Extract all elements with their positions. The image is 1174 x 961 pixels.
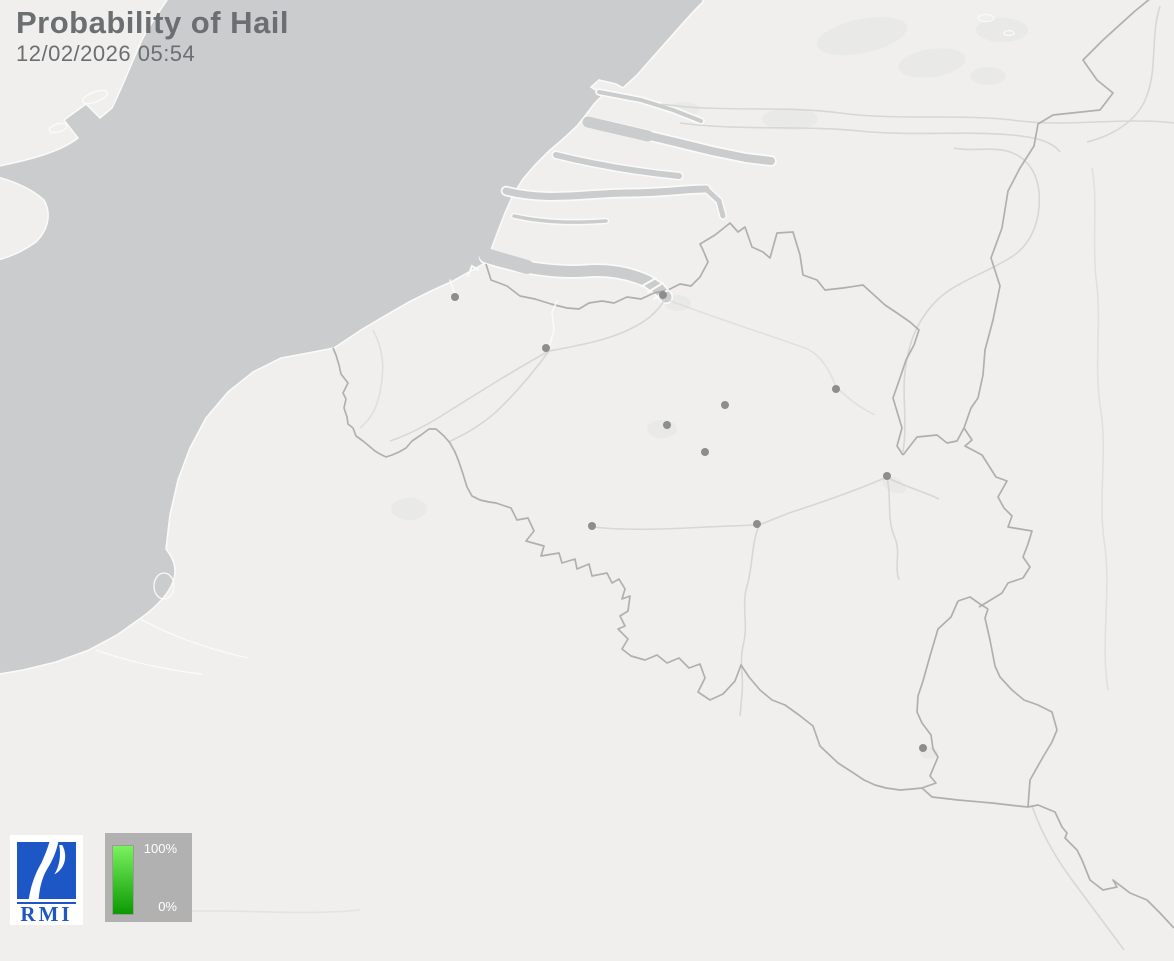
- border-netherlands-germany: [902, 0, 1150, 456]
- border-belgium-germany: [963, 427, 1033, 608]
- rmi-logo-mark: [17, 842, 76, 899]
- city-dot: [588, 522, 596, 530]
- city-dot: [753, 520, 761, 528]
- border-belgium-netherlands: [485, 222, 920, 456]
- city-dots: [451, 291, 927, 752]
- city-dot: [701, 448, 709, 456]
- north-sea: [0, 0, 704, 675]
- canals-and-docks: [95, 13, 1015, 675]
- city-dot: [659, 291, 667, 299]
- logo-crescent: [54, 844, 66, 875]
- legend-gradient-bar: [112, 845, 134, 915]
- england-coast: [0, 0, 168, 261]
- logo-text: RMI: [20, 902, 73, 926]
- border-france-belgium: [332, 347, 923, 791]
- logo-swoosh: [28, 842, 59, 899]
- city-dot: [721, 401, 729, 409]
- timestamp: 12/02/2026 05:54: [16, 41, 196, 67]
- legend: 100% 0%: [105, 833, 192, 922]
- legend-max-label: 100%: [143, 841, 177, 856]
- estuary-channels: [478, 88, 777, 305]
- logo-divider: [17, 902, 76, 904]
- border-luxembourg-north: [957, 596, 989, 610]
- title-block: Probability of Hail 12/02/2026 05:54: [16, 5, 290, 67]
- border-germany-france: [1027, 804, 1174, 929]
- country-borders: [332, 0, 1174, 929]
- border-luxembourg-south: [921, 787, 1029, 808]
- border-luxembourg-east: [984, 608, 1058, 808]
- page-title: Probability of Hail: [16, 5, 290, 40]
- rivers: [149, 5, 1174, 951]
- city-dot: [542, 344, 550, 352]
- logo-square: [17, 842, 76, 899]
- city-dot: [832, 385, 840, 393]
- border-luxembourg-west: [916, 600, 959, 789]
- city-dot: [451, 293, 459, 301]
- city-dot: [663, 421, 671, 429]
- legend-min-label: 0%: [158, 899, 177, 914]
- city-dot: [883, 472, 891, 480]
- city-dot: [919, 744, 927, 752]
- logo: RMI: [10, 835, 83, 925]
